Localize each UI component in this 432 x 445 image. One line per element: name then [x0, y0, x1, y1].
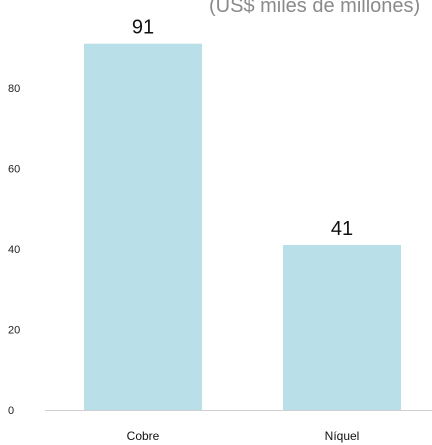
y-tick-label-80: 80 — [8, 83, 20, 95]
bar-níquel — [283, 244, 401, 410]
y-tick-label-60: 60 — [8, 164, 20, 176]
data-labels-group: 91 41 — [132, 17, 353, 240]
y-tick-label-20: 20 — [8, 325, 20, 337]
bar-cobre — [84, 43, 202, 410]
y-tick-label-0: 0 — [8, 405, 14, 417]
x-tick-label-cobre: Cobre — [127, 429, 160, 443]
data-label-cobre: 91 — [132, 17, 154, 39]
y-tick-label-40: 40 — [8, 244, 20, 256]
y-axis: 0 20 40 60 80 — [8, 83, 20, 417]
data-label-níquel: 41 — [331, 218, 353, 240]
bars-group — [84, 43, 401, 410]
chart-subtitle: (US$ miles de millones) — [209, 0, 420, 17]
x-tick-label-níquel: Níquel — [325, 429, 360, 443]
x-axis-labels: Cobre Níquel — [127, 429, 360, 443]
